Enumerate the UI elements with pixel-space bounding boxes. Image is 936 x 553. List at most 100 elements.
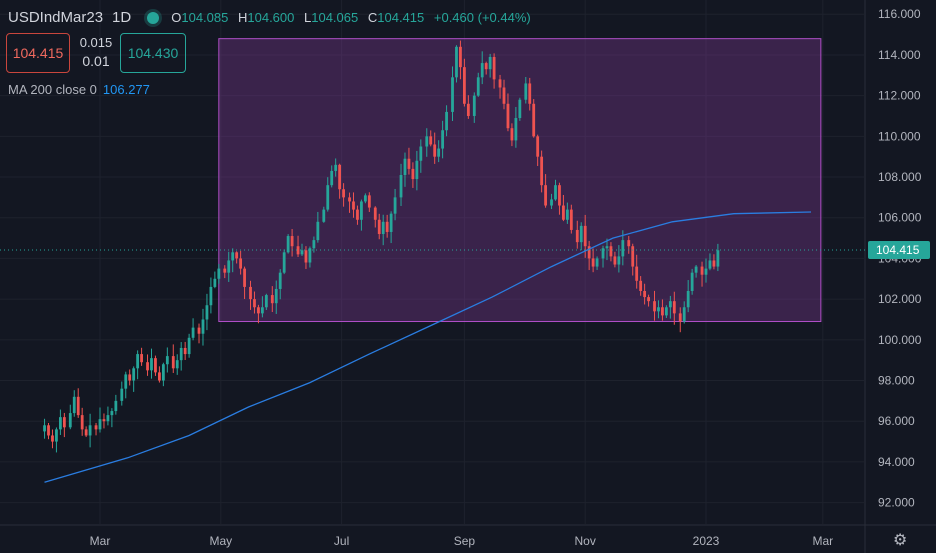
candle-body <box>154 358 157 373</box>
candle-body <box>217 268 221 279</box>
candle-body <box>51 435 54 442</box>
candle-body <box>704 268 708 275</box>
time-axis[interactable]: Mar May Jul Sep Nov 2023 Mar <box>90 534 834 548</box>
candle-body <box>231 252 235 261</box>
high-value: 104.600 <box>247 10 295 25</box>
candle-body <box>249 286 252 300</box>
candle-body <box>476 77 480 96</box>
candle-body <box>579 225 583 243</box>
candle-body <box>664 307 668 316</box>
candle-body <box>72 396 76 414</box>
spread-bottom: 0.01 <box>82 53 110 69</box>
last-price-text: 104.415 <box>876 243 920 257</box>
price-tick-label: 96.000 <box>878 414 915 428</box>
high-key: H <box>237 10 248 25</box>
candle-body <box>425 136 429 147</box>
candle-body <box>80 415 84 430</box>
change-value: +0.460 (+0.44%) <box>433 10 531 25</box>
candle-body <box>558 185 561 206</box>
price-tick-label: 100.000 <box>878 333 922 347</box>
candle-body <box>205 305 209 320</box>
candle-body <box>502 87 506 104</box>
range-rectangle[interactable] <box>218 38 822 323</box>
candle-body <box>171 356 175 369</box>
candle-body <box>348 197 351 202</box>
candle-body <box>595 258 599 267</box>
candle-body <box>480 63 484 78</box>
candle-body <box>110 411 114 416</box>
price-tick-label: 112.000 <box>878 89 921 103</box>
candle-body <box>150 358 153 371</box>
candle-body <box>601 248 605 259</box>
candle-body <box>466 103 470 116</box>
candle-body <box>451 77 454 112</box>
buy-button[interactable]: 104.430 <box>120 33 186 73</box>
candle-body <box>653 301 656 312</box>
ohlc-values: O104.085 H104.600 L104.065 C104.415 +0.4… <box>171 10 537 25</box>
candle-body <box>223 268 227 273</box>
candle-body <box>62 417 66 428</box>
candle-body <box>253 299 256 308</box>
candle-body <box>445 111 448 131</box>
candle-body <box>316 221 320 241</box>
symbol-name[interactable]: USDIndMar23 <box>8 9 104 26</box>
candle-body <box>411 168 415 180</box>
open-value: 104.085 <box>181 10 229 25</box>
candle-body <box>591 258 595 267</box>
price-tick-label: 116.000 <box>878 7 921 21</box>
price-axis[interactable]: 92.000 94.000 96.000 98.000 100.000 102.000 10… <box>878 7 922 509</box>
candlestick-series <box>43 40 720 453</box>
last-price-label: 104.415 <box>868 240 930 259</box>
price-tick-label: 106.000 <box>878 211 922 225</box>
candle-body <box>76 396 80 416</box>
candle-body <box>330 170 334 186</box>
candle-body <box>373 207 377 220</box>
candle-body <box>290 236 294 247</box>
candle-body <box>363 195 367 202</box>
candle-body <box>161 364 165 381</box>
candle-body <box>102 419 106 422</box>
candle-body <box>690 272 694 291</box>
low-value: 104.065 <box>311 10 359 25</box>
price-tick-label: 102.000 <box>878 292 922 306</box>
candle-body <box>175 360 179 369</box>
candle-body <box>47 425 50 436</box>
candle-body <box>635 266 639 281</box>
candle-body <box>140 354 143 363</box>
spread-display: 0.015 0.01 <box>74 33 118 71</box>
candle-body <box>536 136 540 157</box>
candle-body <box>213 278 217 287</box>
gear-icon[interactable]: ⚙ <box>893 532 908 549</box>
candle-body <box>492 56 496 80</box>
close-value: 104.415 <box>377 10 425 25</box>
price-tick-label: 110.000 <box>878 129 921 143</box>
candle-body <box>165 356 169 365</box>
candle-body <box>532 103 536 137</box>
candle-body <box>661 307 664 316</box>
candle-body <box>84 429 88 436</box>
candle-body <box>583 225 587 247</box>
candle-body <box>682 307 686 322</box>
candle-body <box>264 295 268 308</box>
candle-body <box>700 266 704 275</box>
candle-body <box>433 144 437 157</box>
candle-body <box>510 128 514 141</box>
candle-body <box>296 246 300 255</box>
timeframe[interactable]: 1D <box>112 9 132 26</box>
candle-body <box>462 67 466 104</box>
candle-body <box>136 354 140 369</box>
candle-body <box>286 236 290 253</box>
sell-button[interactable]: 104.415 <box>6 33 70 73</box>
low-key: L <box>304 10 312 25</box>
candle-body <box>415 160 419 180</box>
candle-body <box>639 280 643 291</box>
candle-body <box>270 295 274 304</box>
candle-body <box>455 46 458 78</box>
candle-body <box>227 260 231 273</box>
candle-body <box>393 197 397 214</box>
ma-legend[interactable]: MA 200 close 0 106.277 <box>8 82 150 97</box>
candle-body <box>282 252 286 273</box>
candle-body <box>678 313 682 322</box>
candle-body <box>322 209 326 222</box>
